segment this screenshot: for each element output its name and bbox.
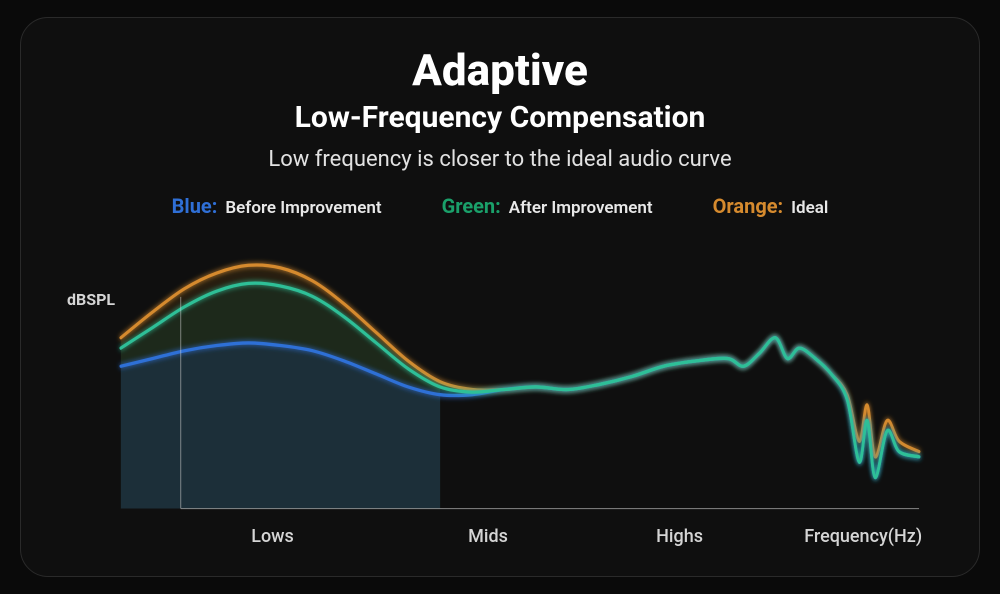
legend-item-green: Green: After Improvement <box>442 194 653 218</box>
legend-value: After Improvement <box>509 198 653 218</box>
subtitle: Low-Frequency Compensation <box>295 100 706 135</box>
frequency-response-chart <box>61 238 939 556</box>
title: Adaptive <box>412 46 588 94</box>
chart-panel: Adaptive Low-Frequency Compensation Low … <box>20 17 980 577</box>
x-tick-label: Lows <box>251 526 294 547</box>
description: Low frequency is closer to the ideal aud… <box>268 147 731 172</box>
legend-item-orange: Orange: Ideal <box>713 194 829 218</box>
x-axis-labels: Lows Mids Highs Frequency(Hz) <box>61 526 939 552</box>
legend-value: Before Improvement <box>225 198 381 218</box>
legend-key: Green: <box>442 194 501 218</box>
x-tick-label: Highs <box>656 526 703 547</box>
chart-area: dBSPL LowsMidsHighsFrequency(Hz) <box>61 238 939 556</box>
legend-key: Blue: <box>172 194 218 218</box>
x-tick-label: Mids <box>468 526 508 547</box>
legend-item-blue: Blue: Before Improvement <box>172 194 382 218</box>
legend: Blue: Before Improvement Green: After Im… <box>61 194 939 218</box>
x-tick-label: Frequency(Hz) <box>804 526 922 547</box>
legend-key: Orange: <box>713 194 784 218</box>
legend-value: Ideal <box>791 198 828 218</box>
